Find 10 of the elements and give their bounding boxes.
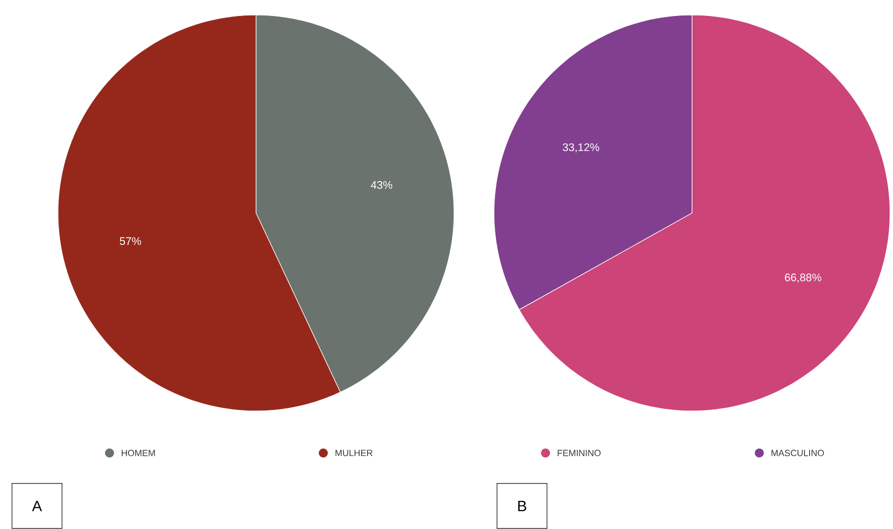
legend-label: HOMEM — [122, 450, 155, 456]
text: A — [32, 500, 42, 512]
text: B — [518, 500, 526, 512]
data-label: 33,12% — [562, 143, 600, 152]
legend-label: FEMININO — [558, 450, 601, 456]
legend-label: MASCULINO — [772, 450, 824, 456]
data-label: 57% — [120, 237, 142, 245]
data-label: 66,88% — [784, 274, 822, 283]
legend-label: MULHER — [336, 450, 372, 456]
data-label: 43% — [370, 181, 392, 189]
